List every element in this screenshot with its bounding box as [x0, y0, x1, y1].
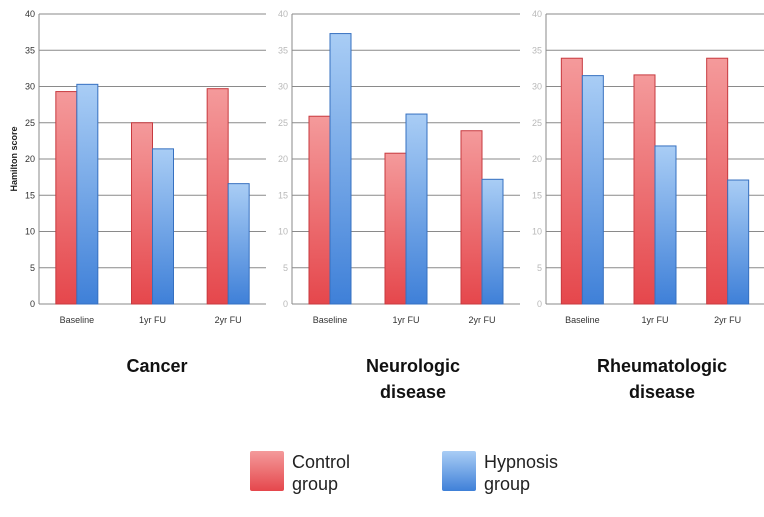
y-tick-label: 35 — [278, 45, 288, 55]
legend-control: Control group — [250, 451, 382, 495]
chart-panel-0: 0 5 10 15 20 25 30 35 40 Hamilton score Baseline 1y… — [9, 9, 266, 376]
bar-hypnosis — [654, 145, 677, 305]
y-tick-label: 25 — [25, 118, 35, 128]
bar-control — [633, 74, 656, 305]
bar-control — [560, 57, 583, 305]
y-tick-label: 40 — [532, 9, 542, 19]
y-tick-label: 0 — [283, 299, 288, 309]
bar-hypnosis — [481, 178, 504, 305]
y-tick-label: 20 — [532, 154, 542, 164]
y-tick-label: 0 — [30, 299, 35, 309]
chart-panel-1: 0 5 10 15 20 25 30 35 40 Baseline 1yr FU 2yr FU Neur… — [278, 9, 520, 402]
panel-title: Cancer — [126, 356, 187, 376]
bar-control — [131, 122, 153, 305]
bar-hypnosis — [581, 75, 604, 305]
legend-control-swatch — [250, 451, 284, 491]
bar-hypnosis — [76, 83, 99, 305]
x-tick-label: Baseline — [60, 315, 95, 325]
y-tick-label: 30 — [278, 82, 288, 92]
y-tick-label: 5 — [283, 263, 288, 273]
legend-hypnosis: Hypnosis group — [442, 451, 574, 495]
y-tick-label: 40 — [278, 9, 288, 19]
x-tick-label: 1yr FU — [642, 315, 669, 325]
bar-control — [206, 88, 229, 305]
legend-control-label: Control group — [292, 452, 351, 494]
y-tick-label: 30 — [25, 82, 35, 92]
y-tick-label: 5 — [30, 263, 35, 273]
x-tick-label: 2yr FU — [714, 315, 741, 325]
y-tick-label: 10 — [278, 227, 288, 237]
y-tick-label: 25 — [532, 118, 542, 128]
legend-hypnosis-swatch — [442, 451, 476, 491]
y-tick-label: 20 — [278, 154, 288, 164]
bar-hypnosis — [405, 113, 428, 305]
bar-hypnosis — [727, 179, 750, 305]
y-tick-label: 30 — [532, 82, 542, 92]
y-tick-label: 10 — [532, 227, 542, 237]
bar-hypnosis — [329, 33, 352, 305]
bar-control — [460, 130, 483, 305]
panel-title: Rheumatologic disease — [597, 356, 727, 402]
x-tick-label: 2yr FU — [215, 315, 242, 325]
y-tick-label: 35 — [532, 45, 542, 55]
y-tick-label: 15 — [532, 190, 542, 200]
legend-hypnosis-label: Hypnosis group — [484, 452, 559, 494]
x-tick-label: 1yr FU — [139, 315, 166, 325]
x-tick-label: 1yr FU — [393, 315, 420, 325]
y-tick-label: 25 — [278, 118, 288, 128]
y-tick-label: 35 — [25, 45, 35, 55]
bar-hypnosis — [227, 183, 250, 305]
y-tick-label: 15 — [278, 190, 288, 200]
y-tick-label: 40 — [25, 9, 35, 19]
y-tick-label: 20 — [25, 154, 35, 164]
bar-control — [706, 57, 729, 305]
x-tick-label: Baseline — [313, 315, 348, 325]
chart-panel-2: 0 5 10 15 20 25 30 35 40 Baseline 1yr FU 2yr FU Rheu… — [532, 9, 764, 402]
x-tick-label: Baseline — [565, 315, 600, 325]
bar-control — [384, 152, 407, 305]
x-tick-label: 2yr FU — [469, 315, 496, 325]
y-tick-label: 15 — [25, 190, 35, 200]
y-tick-label: 10 — [25, 227, 35, 237]
y-tick-label: 0 — [537, 299, 542, 309]
bar-control — [308, 115, 331, 305]
bar-hypnosis — [152, 148, 174, 305]
bar-control — [55, 91, 78, 305]
panel-title: Neurologic disease — [366, 356, 460, 402]
y-tick-label: 5 — [537, 263, 542, 273]
y-axis-title: Hamilton score — [9, 126, 19, 191]
